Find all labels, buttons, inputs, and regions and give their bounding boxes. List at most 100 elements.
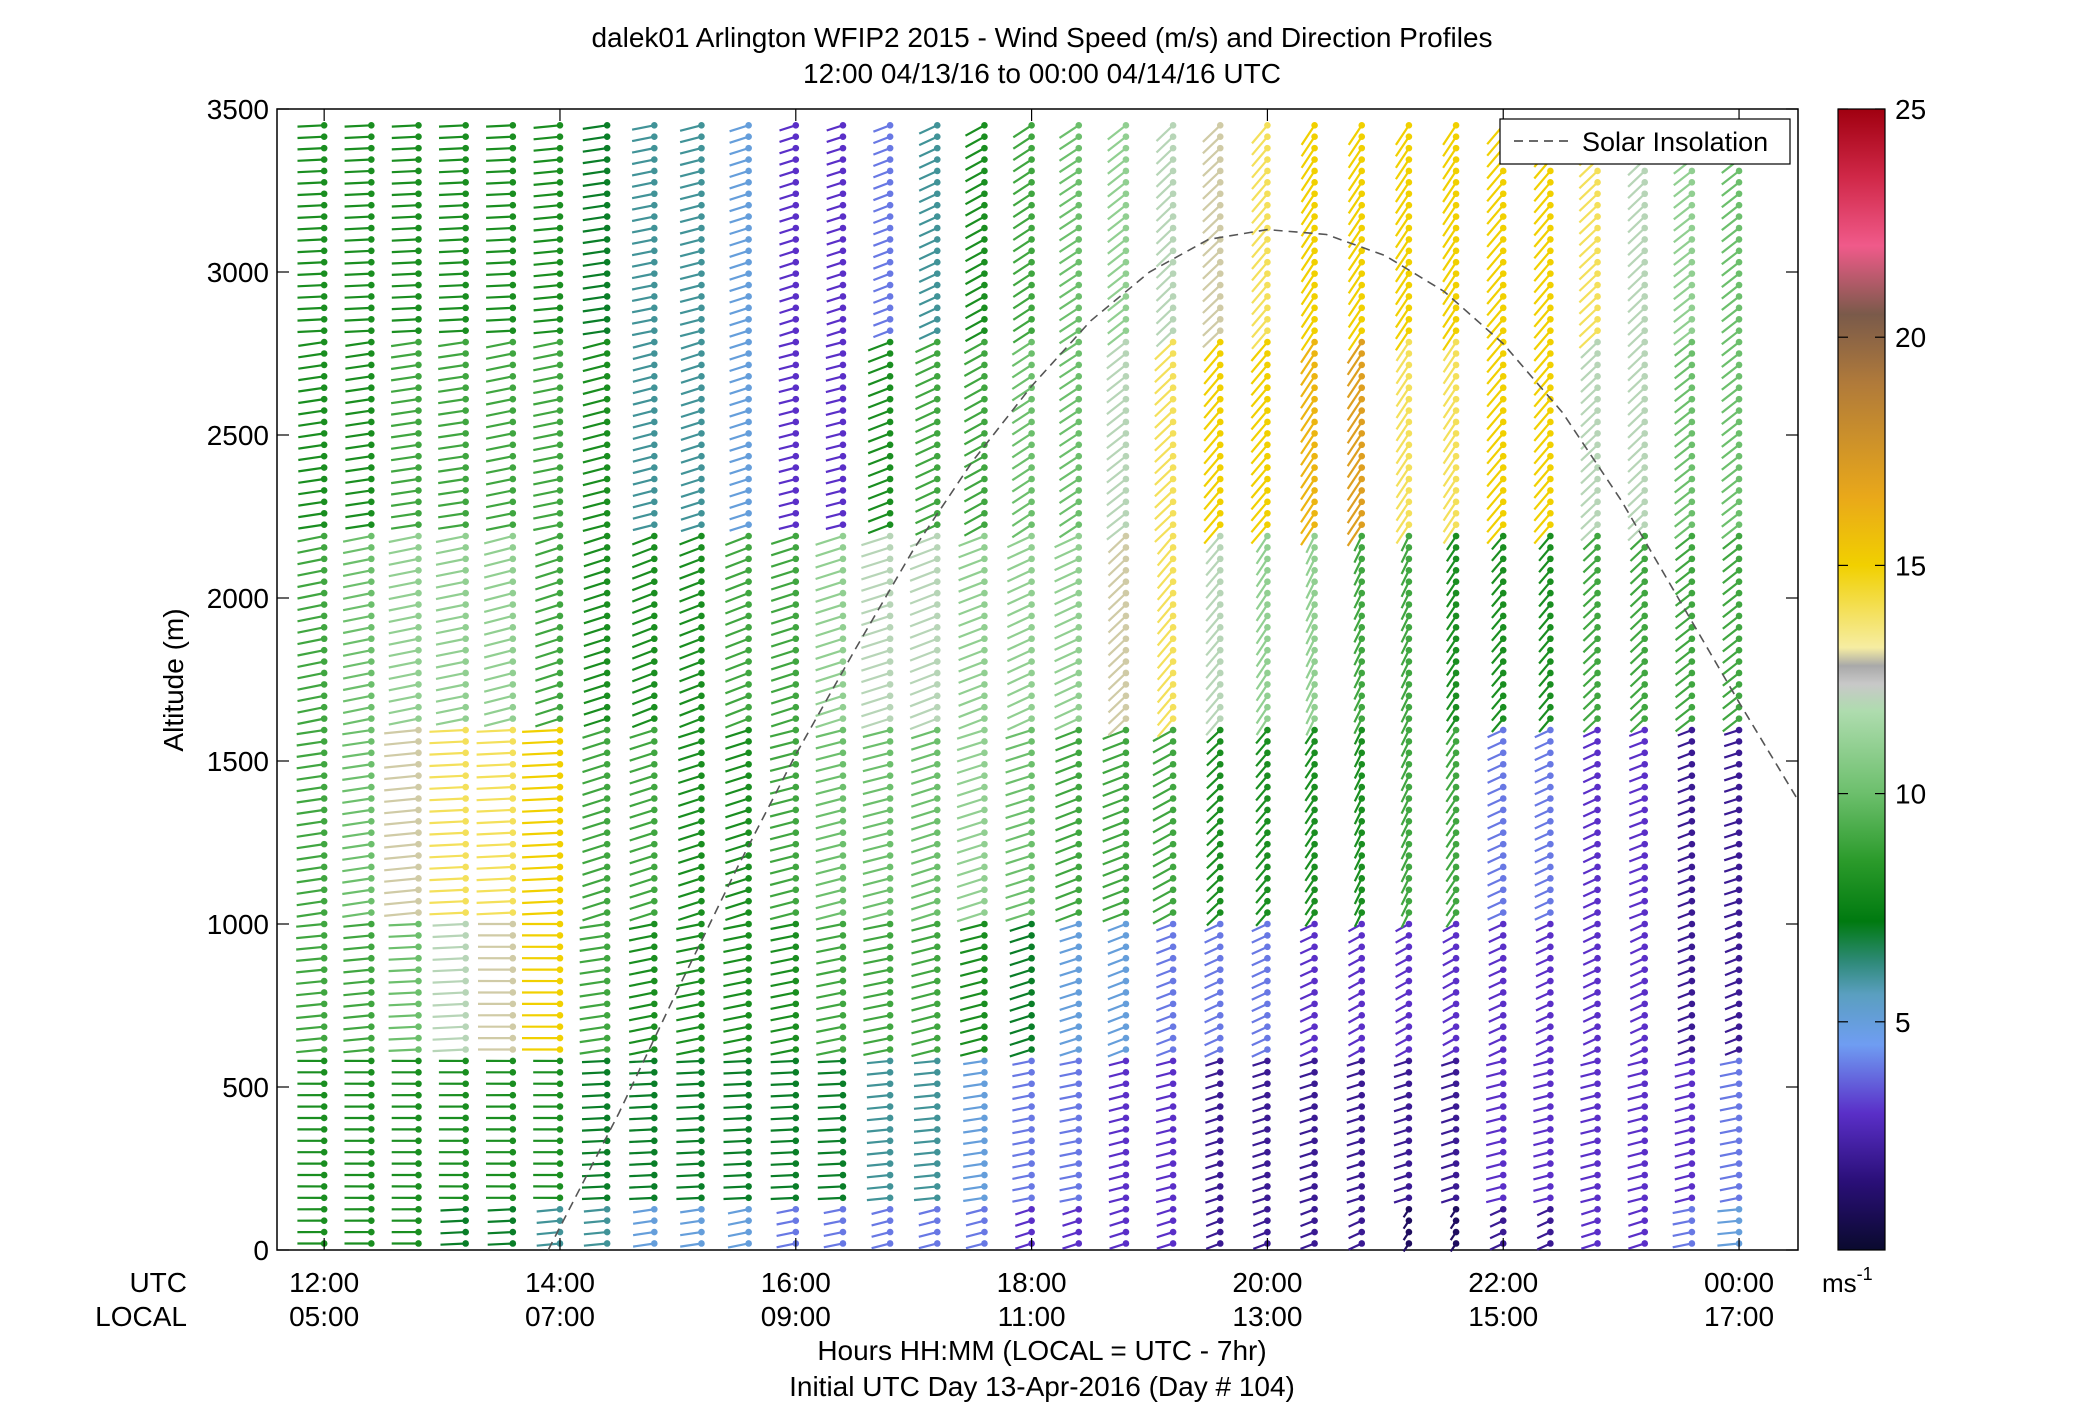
wind-barb-point (462, 806, 469, 814)
wind-barb-point (981, 749, 988, 757)
wind-barb-point (1169, 327, 1177, 334)
wind-barb-shaft (676, 1059, 702, 1064)
wind-barb-point (603, 1069, 611, 1076)
wind-barb-shaft (533, 341, 561, 349)
wind-barb-point (556, 350, 564, 357)
wind-barb-point (556, 247, 564, 255)
wind-barb-point (698, 270, 705, 277)
wind-barb-point (509, 509, 517, 517)
wind-barb-point (320, 1011, 328, 1019)
wind-barb-shaft (1154, 432, 1174, 452)
wind-barb-point (415, 749, 422, 757)
wind-barb-shaft (729, 261, 749, 270)
wind-barb-point (886, 897, 894, 905)
wind-barb-shaft (629, 1162, 655, 1166)
wind-barb-point (1358, 544, 1366, 551)
wind-barb-point (1122, 407, 1130, 414)
wind-barb-point (1405, 932, 1413, 939)
wind-barb-point (1311, 1023, 1318, 1030)
wind-barb-point (556, 407, 564, 414)
wind-barb-shaft (815, 808, 844, 818)
wind-barb-point (1311, 943, 1318, 951)
wind-barb-shaft (297, 706, 325, 714)
wind-barb-shaft (1300, 307, 1316, 329)
wind-barb-shaft (1394, 318, 1410, 340)
wind-barb-point (462, 281, 469, 289)
wind-barb-shaft (723, 1048, 749, 1056)
wind-barb-shaft (533, 181, 561, 186)
wind-barb-shaft (581, 1185, 608, 1189)
wind-barb-shaft (342, 592, 372, 600)
wind-barb-shaft (1395, 512, 1410, 533)
wind-barb-point (1452, 738, 1460, 745)
wind-barb-point (320, 270, 328, 277)
wind-barb-shaft (1394, 227, 1410, 249)
wind-barb-point (839, 932, 847, 939)
wind-barb-point (1122, 818, 1130, 825)
wind-barb-point (368, 452, 375, 460)
wind-barb-point (556, 1160, 564, 1167)
wind-barb-point (556, 1034, 564, 1042)
wind-barb-point (462, 989, 469, 996)
wind-barb-shaft (298, 341, 325, 347)
wind-barb-shaft (435, 626, 466, 635)
wind-barb-point (1264, 624, 1271, 631)
wind-barb-shaft (438, 295, 466, 299)
wind-barb-shaft (1347, 181, 1363, 203)
wind-barb-point (1405, 681, 1413, 688)
wind-barb-shaft (631, 671, 655, 683)
wind-barb-shaft (476, 728, 513, 733)
wind-barb-point (1405, 544, 1413, 551)
wind-barb-shaft (1058, 215, 1080, 231)
wind-barb-point (415, 487, 422, 494)
wind-barb-point (981, 829, 988, 837)
wind-barb-point (1216, 304, 1224, 312)
wind-barb-point (1028, 1171, 1035, 1179)
wind-barb-shaft (297, 318, 325, 322)
wind-barb-point (556, 521, 564, 528)
wind-barb-point (1358, 1183, 1366, 1190)
wind-barb-shaft (579, 922, 608, 930)
wind-barb-point (603, 122, 611, 129)
wind-barb-point (509, 635, 517, 643)
wind-barb-point (603, 749, 611, 757)
wind-barb-shaft (1154, 375, 1174, 395)
wind-barb-shaft (866, 1116, 891, 1122)
wind-barb-shaft (677, 740, 702, 750)
wind-barb-shaft (676, 1185, 702, 1189)
wind-barb-point (1122, 1148, 1130, 1156)
wind-barb-shaft (815, 820, 844, 830)
wind-barb-shaft (1300, 455, 1316, 478)
wind-barb-shaft (438, 215, 466, 219)
wind-barb-shaft (579, 1037, 608, 1044)
wind-barb-point (1028, 1046, 1035, 1053)
wind-barb-shaft (1152, 786, 1174, 800)
wind-barb-point (509, 943, 517, 951)
wind-barb-shaft (1347, 318, 1363, 340)
wind-barb-point (839, 1228, 847, 1236)
wind-barb-shaft (918, 249, 938, 261)
wind-barb-shaft (861, 557, 891, 570)
wind-barb-shaft (729, 238, 749, 247)
wind-barb-shaft (629, 1071, 655, 1075)
wind-barb-point (320, 213, 328, 220)
wind-barb-point (1028, 954, 1035, 962)
wind-barb-point (1405, 224, 1413, 232)
wind-barb-point (556, 566, 564, 574)
wind-barb-shaft (769, 786, 797, 795)
wind-barb-point (1169, 430, 1177, 437)
wind-barb-point (1358, 715, 1366, 722)
wind-barb-point (1358, 1126, 1366, 1133)
wind-barb-point (1122, 795, 1130, 802)
wind-barb-point (1311, 726, 1318, 734)
wind-barb-shaft (583, 683, 608, 693)
wind-barb-shaft (958, 717, 985, 730)
wind-barb-point (603, 395, 611, 403)
wind-barb-point (556, 1057, 564, 1065)
wind-barb-shaft (863, 922, 891, 931)
wind-barb-shaft (384, 785, 419, 792)
wind-barb-point (1358, 624, 1366, 631)
wind-barb-point (698, 1034, 705, 1042)
wind-barb-point (698, 1126, 705, 1133)
wind-barb-point (839, 897, 847, 905)
